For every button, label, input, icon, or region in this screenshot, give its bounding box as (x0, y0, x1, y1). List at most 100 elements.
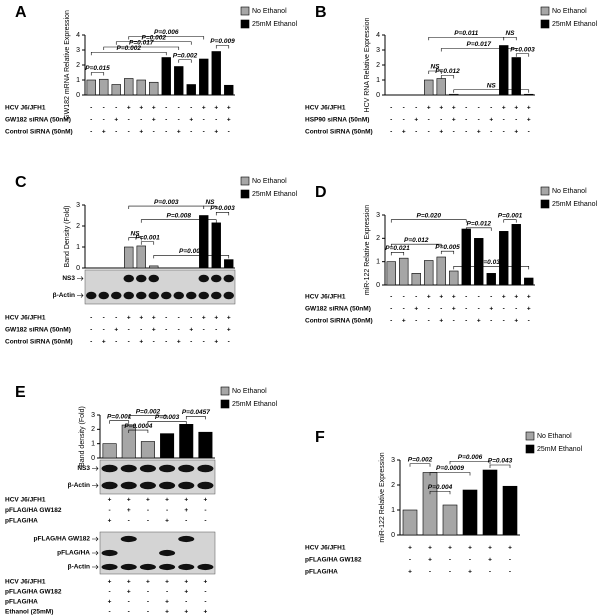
condition-mark: + (108, 599, 112, 606)
legend-swatch (540, 19, 550, 29)
bar (486, 273, 496, 286)
condition-label: Control SiRNA (50nM) (305, 318, 373, 325)
condition-mark: + (427, 294, 431, 301)
condition-mark: - (478, 306, 480, 313)
bar (198, 431, 213, 459)
condition-mark: + (146, 497, 150, 504)
condition-mark: - (203, 129, 205, 136)
blot-band (136, 291, 147, 300)
panel-label: D (315, 184, 327, 201)
blot-band (120, 535, 137, 543)
condition-mark: - (178, 315, 180, 322)
significance-label: P=0.003 (154, 199, 179, 206)
significance-bracket (453, 89, 530, 93)
condition-mark: - (128, 129, 130, 136)
condition-mark: + (414, 306, 418, 313)
significance-label: P=0.001 (107, 413, 132, 420)
condition-label: pFLAG/HA (5, 518, 38, 525)
condition-mark: - (449, 569, 451, 576)
bar (436, 78, 446, 96)
significance-bracket (428, 36, 505, 41)
condition-mark: + (184, 609, 188, 616)
significance-label: P=0.005 (435, 244, 460, 251)
condition-mark: + (488, 545, 492, 552)
significance-label: P=0.012 (467, 221, 492, 228)
significance-bracket (115, 41, 192, 45)
bar (211, 222, 221, 269)
significance-bracket (90, 72, 105, 76)
significance-label: P=0.0457 (182, 409, 210, 416)
significance-bracket (453, 266, 530, 270)
condition-mark: - (465, 306, 467, 313)
legend-label: 25mM Ethanol (232, 401, 278, 408)
condition-mark: - (128, 339, 130, 346)
condition-mark: - (415, 105, 417, 112)
significance-label: NS (487, 82, 497, 89)
blot-band (178, 464, 195, 473)
bar (124, 78, 134, 96)
condition-label: HCV J6/JFH1 (5, 579, 46, 586)
condition-mark: + (227, 117, 231, 124)
condition-mark: + (177, 129, 181, 136)
condition-mark: + (139, 339, 143, 346)
significance-bracket (515, 53, 530, 57)
condition-mark: - (390, 306, 392, 313)
blot-band (197, 563, 214, 571)
condition-mark: + (427, 105, 431, 112)
significance-label: P=0.001 (135, 234, 160, 241)
panel-label: A (15, 4, 27, 21)
condition-mark: - (115, 105, 117, 112)
significance-bracket (429, 472, 471, 476)
condition-mark: - (465, 105, 467, 112)
legend-label: 25mM Ethanol (537, 446, 583, 453)
significance-label: P=0.034 (479, 259, 504, 266)
condition-mark: + (452, 105, 456, 112)
condition-mark: - (478, 105, 480, 112)
condition-mark: - (203, 339, 205, 346)
panel-label: F (315, 429, 325, 446)
bar (499, 45, 509, 96)
condition-label: pFLAG/HA GW182 (305, 557, 362, 564)
significance-label: P=0.0004 (124, 423, 152, 430)
condition-mark: - (390, 318, 392, 325)
condition-mark: - (103, 117, 105, 124)
condition-mark: - (165, 339, 167, 346)
condition-mark: - (390, 105, 392, 112)
condition-mark: + (204, 497, 208, 504)
significance-bracket (390, 252, 405, 256)
bar (211, 51, 221, 96)
condition-mark: - (90, 105, 92, 112)
condition-mark: - (453, 318, 455, 325)
condition-mark: - (528, 318, 530, 325)
bar (136, 245, 146, 269)
condition-mark: + (514, 294, 518, 301)
significance-label: P=0.012 (435, 68, 460, 75)
significance-bracket (503, 219, 517, 223)
condition-mark: - (128, 599, 130, 606)
bar (224, 259, 234, 269)
condition-label: pFLAG/HA GW182 (5, 507, 62, 514)
blot-arrow (92, 536, 99, 542)
blot-band (111, 291, 122, 300)
condition-mark: - (165, 117, 167, 124)
significance-bracket (465, 227, 492, 231)
condition-mark: - (415, 294, 417, 301)
legend-label: 25mM Ethanol (552, 201, 598, 208)
condition-mark: - (166, 589, 168, 596)
blot-band (178, 535, 195, 543)
significance-label: P=0.002 (117, 45, 142, 52)
bar (511, 224, 521, 286)
condition-mark: + (127, 105, 131, 112)
y-tick-label: 1 (391, 507, 395, 514)
condition-mark: - (428, 306, 430, 313)
condition-mark: - (178, 117, 180, 124)
bar (224, 84, 234, 96)
condition-mark: + (184, 507, 188, 514)
condition-mark: + (477, 318, 481, 325)
condition-mark: + (184, 589, 188, 596)
condition-mark: + (214, 315, 218, 322)
condition-mark: + (214, 339, 218, 346)
condition-mark: + (227, 105, 231, 112)
condition-mark: + (139, 315, 143, 322)
condition-mark: + (488, 557, 492, 564)
